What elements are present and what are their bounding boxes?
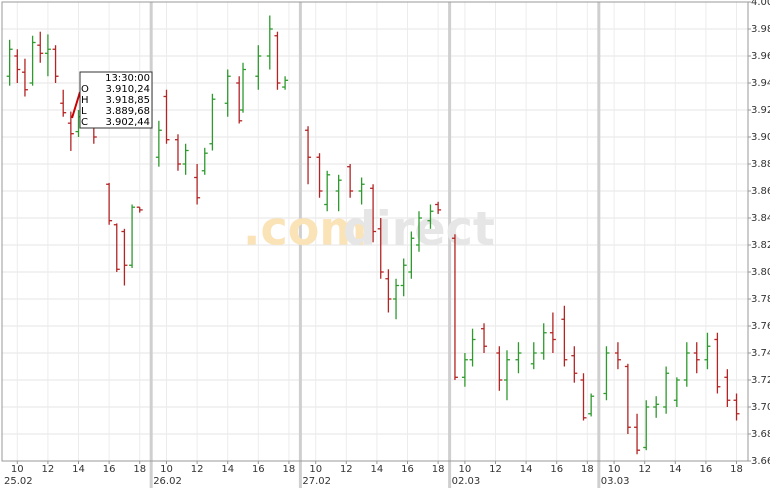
tooltip-key: H: [81, 95, 89, 106]
y-tick-label: 3.800: [751, 267, 770, 278]
tooltip-key: O: [81, 84, 89, 95]
y-tick-label: 3.660: [751, 456, 770, 467]
y-tick-label: 3.960: [751, 51, 770, 62]
y-tick-label: 3.860: [751, 186, 770, 197]
day-label: 27.02: [302, 476, 331, 487]
y-tick-label: 3.880: [751, 159, 770, 170]
x-tick-label: 16: [401, 464, 414, 475]
y-tick-label: 3.920: [751, 105, 770, 116]
x-tick-label: 12: [42, 464, 55, 475]
x-tick-label: 16: [550, 464, 563, 475]
tooltip-value: 3.889,68: [105, 106, 150, 117]
x-tick-label: 12: [489, 464, 502, 475]
tooltip-box: [79, 71, 153, 129]
x-tick-label: 14: [520, 464, 533, 475]
x-tick-label: 18: [730, 464, 743, 475]
x-tick-label: 18: [283, 464, 296, 475]
bars: [6, 15, 740, 455]
tooltip-value: 3.910,24: [105, 84, 150, 95]
x-tick-label: 16: [700, 464, 713, 475]
x-tick-label: 14: [221, 464, 234, 475]
y-tick-label: 3.820: [751, 240, 770, 251]
tooltip-time: 13:30:00: [105, 73, 150, 84]
x-tick-label: 10: [608, 464, 621, 475]
y-tick-label: 3.840: [751, 213, 770, 224]
y-tick-label: 3.980: [751, 24, 770, 35]
y-tick-label: 4.000: [751, 0, 770, 8]
y-tick-label: 3.900: [751, 132, 770, 143]
y-tick-label: 3.760: [751, 321, 770, 332]
y-tick-label: 3.940: [751, 78, 770, 89]
x-tick-label: 12: [340, 464, 353, 475]
x-tick-label: 14: [72, 464, 85, 475]
y-tick-label: 3.720: [751, 375, 770, 386]
x-tick-label: 10: [11, 464, 24, 475]
x-tick-label: 10: [160, 464, 173, 475]
x-tick-label: 18: [581, 464, 594, 475]
day-label: 25.02: [4, 476, 33, 487]
tooltip-value: 3.918,85: [105, 95, 150, 106]
day-label: 02.03: [452, 476, 481, 487]
x-tick-label: 14: [371, 464, 384, 475]
y-tick-label: 3.680: [751, 429, 770, 440]
x-tick-label: 10: [459, 464, 472, 475]
x-tick-label: 18: [432, 464, 445, 475]
plot-frame: [1, 1, 749, 462]
x-tick-label: 14: [669, 464, 682, 475]
watermark: .com: [243, 202, 367, 256]
x-tick-label: 18: [133, 464, 146, 475]
x-tick-label: 16: [103, 464, 116, 475]
tooltip-key: C: [81, 117, 88, 128]
day-label: 26.02: [153, 476, 182, 487]
tooltip-key: L: [81, 106, 87, 117]
y-tick-label: 3.740: [751, 348, 770, 359]
x-tick-label: 12: [638, 464, 651, 475]
tooltip-value: 3.902,44: [105, 117, 150, 128]
y-tick-label: 3.780: [751, 294, 770, 305]
x-tick-label: 16: [252, 464, 265, 475]
tooltip: 13:30:00 O 3.910,24 H 3.918,85 L 3.889,6…: [71, 71, 153, 129]
tooltip-pointer: [71, 91, 81, 119]
x-tick-label: 10: [309, 464, 322, 475]
grid: [2, 1, 748, 488]
x-tick-label: 12: [191, 464, 204, 475]
y-tick-label: 3.700: [751, 402, 770, 413]
day-label: 03.03: [601, 476, 630, 487]
